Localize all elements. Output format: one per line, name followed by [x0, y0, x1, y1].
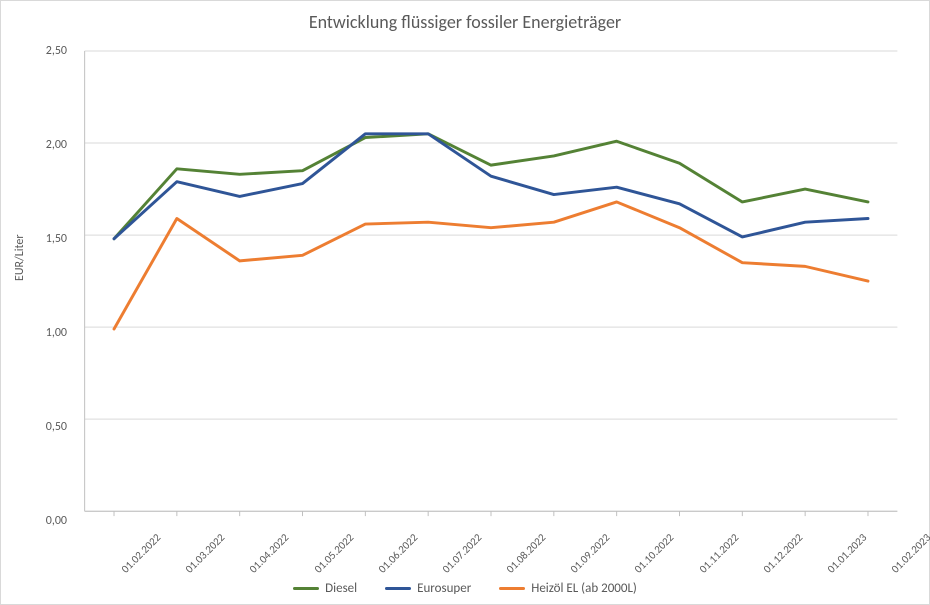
- y-tick-label: 0,50: [46, 420, 67, 434]
- y-tick-label: 1,50: [46, 232, 67, 246]
- x-tick-label: 01.11.2022: [696, 531, 741, 576]
- legend-item: Heizöl EL (ab 2000L): [499, 581, 637, 596]
- legend: Diesel Eurosuper Heizöl EL (ab 2000L): [1, 579, 929, 596]
- y-tick-label: 2,50: [46, 44, 67, 58]
- series-line: [114, 134, 868, 239]
- x-tick-label: 01.03.2022: [183, 531, 228, 576]
- chart-container: Entwicklung flüssiger fossiler Energietr…: [0, 0, 930, 605]
- x-tick-label: 01.01.2023: [825, 531, 870, 576]
- x-tick-label: 01.09.2022: [568, 531, 613, 576]
- chart-title: Entwicklung flüssiger fossiler Energietr…: [1, 11, 929, 33]
- series-line: [114, 134, 868, 239]
- x-tick-label: 01.07.2022: [440, 531, 485, 576]
- x-tick-label: 01.12.2022: [760, 531, 805, 576]
- x-tick-label: 01.05.2022: [311, 531, 356, 576]
- x-tick-label: 01.04.2022: [247, 531, 292, 576]
- x-tick-label: 01.02.2023: [889, 531, 930, 576]
- legend-swatch: [385, 587, 411, 590]
- x-tick-label: 01.02.2022: [119, 531, 164, 576]
- x-tick-label: 01.06.2022: [375, 531, 420, 576]
- y-axis-label: EUR/Liter: [13, 234, 27, 281]
- series-line: [114, 202, 868, 329]
- legend-swatch: [293, 587, 319, 590]
- legend-label: Diesel: [325, 581, 357, 596]
- legend-label: Heizöl EL (ab 2000L): [531, 581, 637, 596]
- legend-swatch: [499, 587, 525, 590]
- legend-label: Eurosuper: [417, 581, 471, 596]
- plot-area: [76, 51, 906, 521]
- x-tick-label: 01.10.2022: [632, 531, 677, 576]
- y-tick-label: 0,00: [46, 514, 67, 528]
- x-tick-label: 01.08.2022: [504, 531, 549, 576]
- y-tick-label: 2,00: [46, 138, 67, 152]
- legend-item: Eurosuper: [385, 581, 471, 596]
- y-tick-label: 1,00: [46, 326, 67, 340]
- legend-item: Diesel: [293, 581, 357, 596]
